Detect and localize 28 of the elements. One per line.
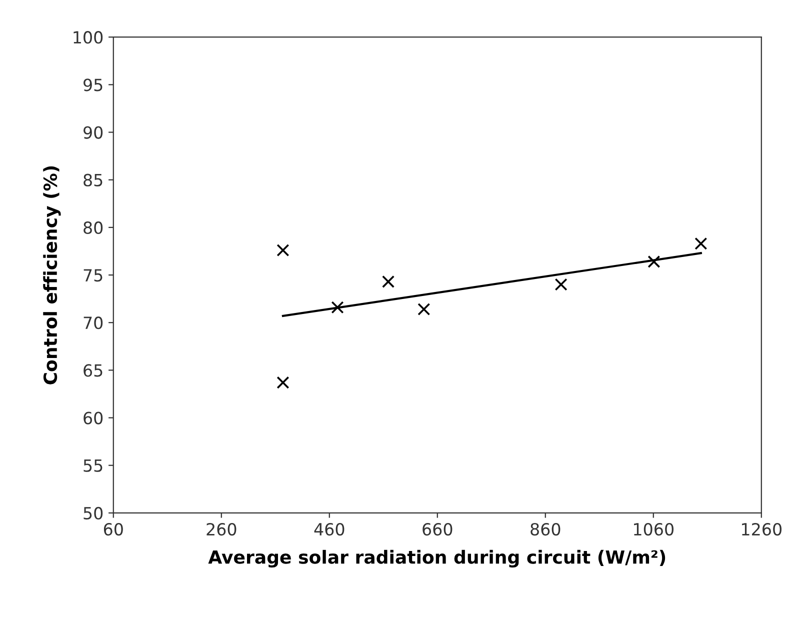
y-tick-label: 80 [84,221,103,234]
point [382,275,395,288]
point [418,302,430,316]
y-axis-title: Control efficiency (%) [43,166,61,384]
x-tick-label: 860 [530,522,560,536]
y-tick-label: 75 [84,269,102,282]
y-tick-label: 55 [84,460,102,472]
y-tick-label: 65 [84,364,102,377]
x-tick-label: 660 [422,522,452,536]
x-tick-label: 1260 [742,522,782,536]
y-tick-label: 95 [84,78,102,92]
y-tick-label: 100 [74,31,103,44]
point [554,278,568,291]
x-tick-label: 1060 [634,522,674,536]
y-tick-label: 90 [84,126,103,139]
y-tick-label: 60 [84,412,103,424]
point [648,255,660,268]
point [276,376,290,389]
y-tick-label: 50 [84,506,103,520]
x-tick-label: 60 [104,522,123,536]
point [331,301,344,314]
y-tick-label: 70 [84,316,103,330]
point [276,244,290,257]
x-tick-label: 260 [206,522,236,536]
x-axis-title: Average solar radiation during circuit (W/m²) [208,550,666,568]
point [694,237,708,250]
y-tick-label: 85 [84,174,102,186]
x-tick-label: 460 [314,522,344,536]
